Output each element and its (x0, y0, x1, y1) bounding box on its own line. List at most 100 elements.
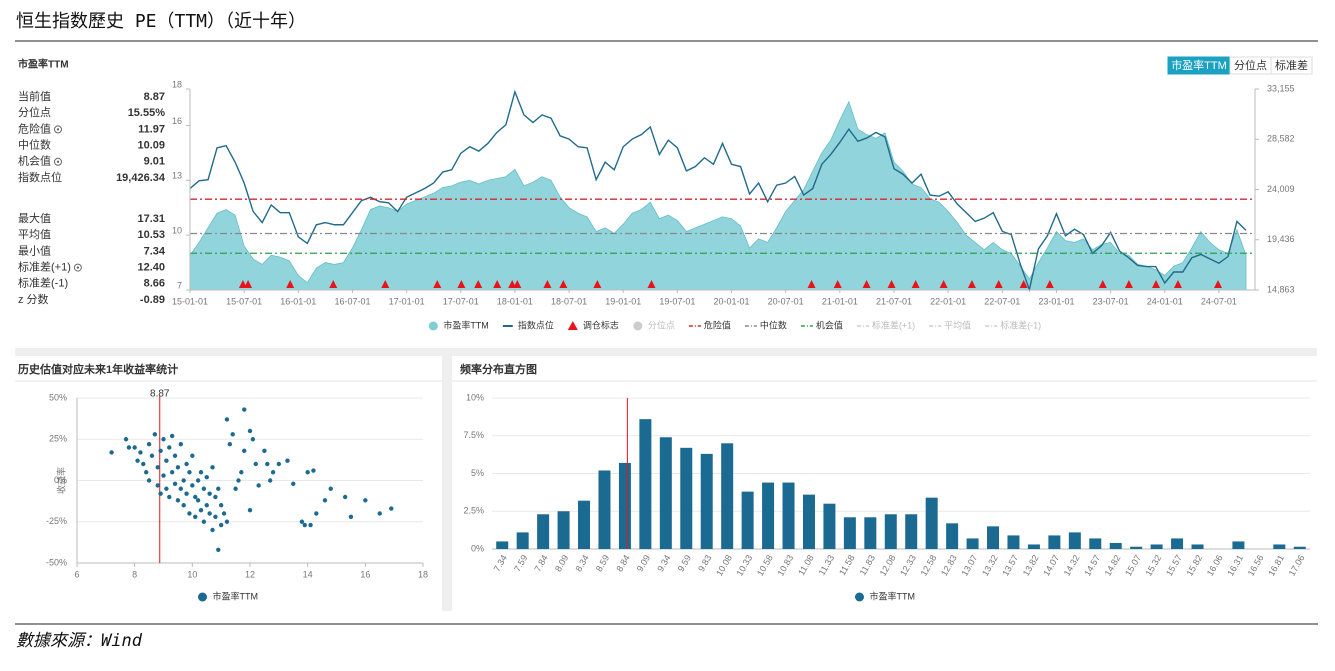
x-tick-label: 8 (132, 569, 137, 579)
rebalance-marker (559, 280, 568, 288)
legend-label[interactable]: 市盈率TTM (213, 590, 259, 601)
rebalance-marker (286, 280, 295, 288)
x-tick-label: 23-07-01 (1093, 296, 1129, 306)
stat-value: 11.97 (138, 123, 165, 135)
scatter-point (146, 442, 152, 447)
x-tick-label: 17.06 (1287, 553, 1307, 578)
rebalance-marker (1173, 280, 1182, 288)
y-tick-label: 18 (172, 79, 182, 89)
x-tick-label: 22-01-01 (930, 296, 966, 306)
legend-label[interactable]: 平均值 (944, 319, 971, 330)
scatter-point (164, 486, 169, 491)
rebalance-marker (593, 280, 602, 288)
legend-symbol (855, 592, 864, 602)
scatter-point (210, 465, 215, 470)
x-tick-label: 9.59 (676, 553, 693, 573)
x-tick-label: 11.58 (837, 553, 857, 577)
x-tick-label: 15-01-01 (172, 296, 208, 306)
stat-value: 19,426.34 (116, 172, 166, 184)
legend-symbol (567, 321, 578, 330)
scatter-point (210, 527, 215, 533)
legend-label[interactable]: 标准差(-1) (1000, 319, 1041, 330)
bar (1273, 544, 1286, 549)
scatter-point (169, 470, 175, 475)
legend-label[interactable]: 指数点位 (518, 319, 554, 330)
scatter-point (276, 461, 282, 467)
x-tick-label: 23-01-01 (1038, 296, 1074, 306)
x-tick-label: 11.33 (817, 553, 837, 577)
scatter-point (224, 519, 230, 524)
legend-label[interactable]: 分位点 (648, 319, 675, 330)
x-tick-label: 8.84 (614, 553, 631, 573)
scatter-point (132, 445, 137, 450)
x-tick-label: 10.58 (755, 553, 775, 578)
x-tick-label: 9.09 (635, 553, 652, 573)
y-tick-label: 0% (54, 475, 67, 485)
y-tick-label: 10 (172, 226, 182, 236)
y-axis-title: 收益率 (55, 467, 66, 494)
legend-label[interactable]: 调仓标志 (583, 319, 619, 330)
scatter-point (172, 481, 178, 486)
bar (598, 470, 611, 549)
x-tick-label: 14.82 (1103, 553, 1123, 578)
scatter-point (256, 483, 261, 488)
x-tick-label: 18-07-01 (551, 296, 587, 306)
tab-button[interactable] (1270, 56, 1313, 75)
tab-label[interactable]: 分位点 (1234, 58, 1267, 72)
rebalance-marker (833, 280, 842, 288)
scatter-point (155, 465, 160, 470)
stat-label: 当前值 (18, 89, 51, 103)
stat-label: 指数点位 (18, 170, 62, 184)
tab-label[interactable]: 标准差 (1275, 58, 1308, 72)
info-icon (76, 266, 80, 269)
y-tick-label: -50% (46, 557, 67, 567)
rebalance-marker (967, 280, 976, 288)
rebalance-marker (1213, 280, 1222, 288)
scatter-point (314, 511, 319, 516)
stat-value: 17.31 (137, 213, 165, 225)
rebalance-marker (1124, 280, 1133, 288)
rebalance-marker (457, 280, 466, 288)
scatter-point (247, 508, 253, 513)
scatter-point (175, 465, 181, 470)
legend-label[interactable]: 标准差(+1) (872, 319, 915, 330)
x-tick-label: 16-01-01 (280, 296, 316, 306)
bar (1109, 542, 1122, 549)
x-tick-label: 16-07-01 (334, 296, 370, 306)
x-tick-label: 9.83 (696, 553, 713, 573)
legend-label[interactable]: 机会值 (816, 319, 843, 330)
x-tick-label: 14.32 (1062, 553, 1082, 578)
chart-title: 历史估值对应未来1年收益率统计 (18, 362, 178, 376)
stat-value: 8.87 (144, 91, 165, 103)
x-tick-label: 18 (418, 569, 428, 579)
x-tick-label: 14.57 (1082, 553, 1102, 578)
legend-label[interactable]: 危险值 (704, 319, 731, 330)
legend-label[interactable]: 市盈率TTM (443, 319, 489, 330)
x-tick-label: 24-01-01 (1147, 296, 1183, 306)
x-tick-label: 7.34 (492, 553, 509, 573)
legend-label[interactable]: 中位数 (760, 319, 787, 330)
x-tick-label: 20-07-01 (768, 296, 804, 306)
scatter-point (152, 432, 158, 437)
y-tick-label: 7 (177, 280, 182, 290)
source-note: 數據來源：Wind (16, 631, 143, 651)
x-tick-label: 17-07-01 (443, 296, 479, 306)
scatter-point (187, 511, 192, 516)
x-tick-label: 18-01-01 (497, 296, 533, 306)
tab-label[interactable]: 市盈率TTM (1171, 58, 1227, 72)
scatter-point (363, 498, 368, 503)
y-tick-label: 16 (172, 116, 182, 126)
scatter-point (167, 445, 172, 450)
info-icon (73, 263, 82, 272)
x-tick-label: 13.82 (1021, 553, 1041, 578)
scatter-point (181, 478, 186, 483)
scatter-point (302, 522, 307, 528)
scatter-point (227, 442, 233, 447)
scatter-point (242, 407, 247, 412)
legend-label[interactable]: 市盈率TTM (870, 590, 916, 601)
y-tick-label: -25% (46, 516, 67, 526)
scatter-point (247, 428, 253, 434)
x-tick-label: 12 (245, 569, 255, 579)
scatter-point (216, 486, 221, 491)
